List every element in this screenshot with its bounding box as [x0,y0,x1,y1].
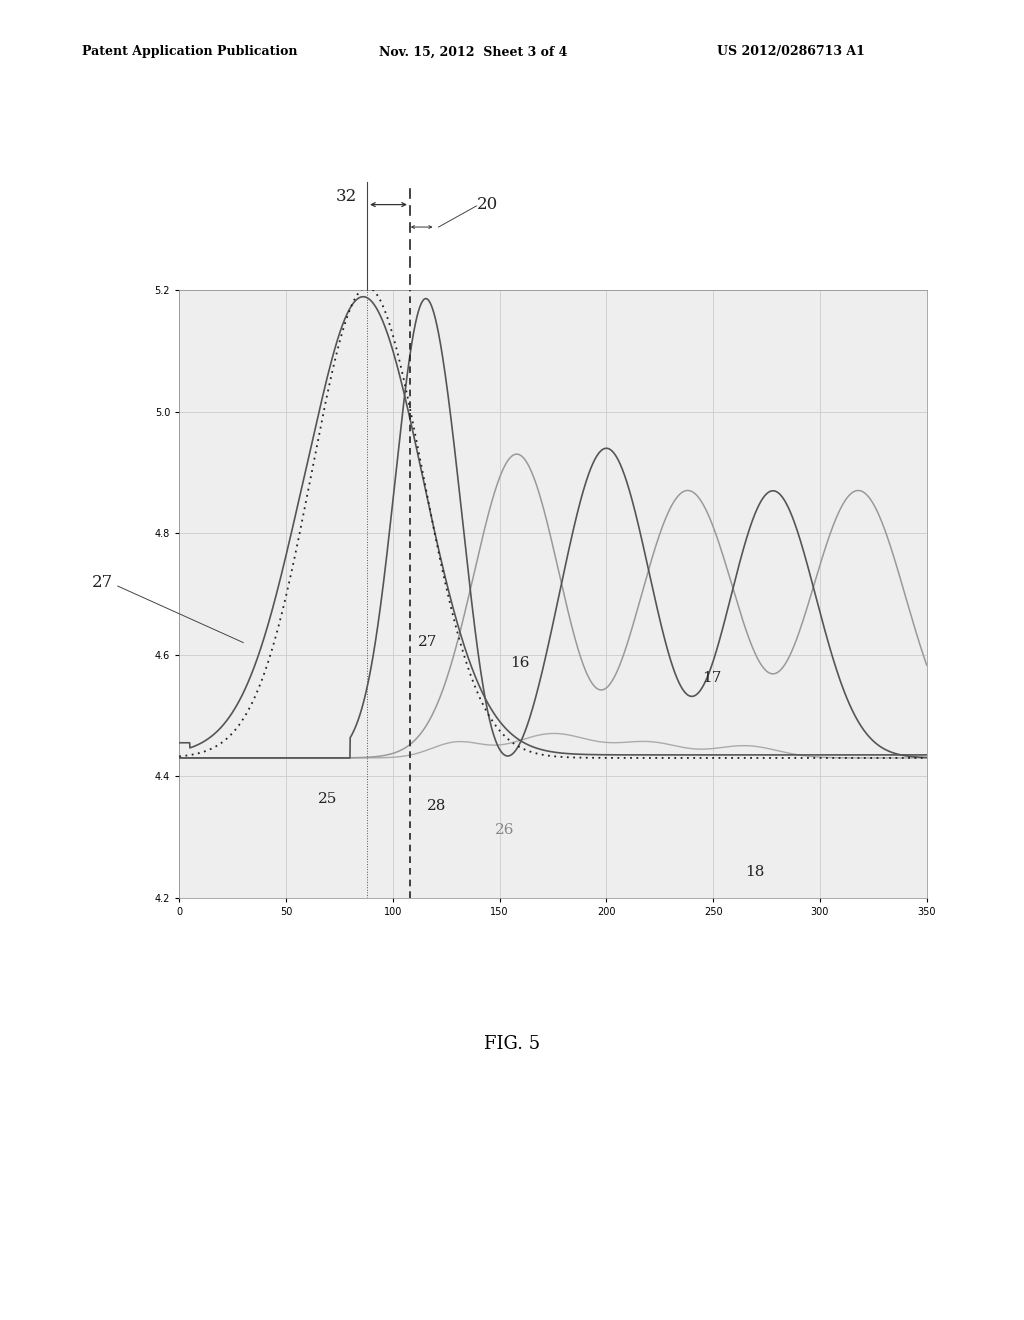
Text: 25: 25 [318,792,337,807]
Text: 28: 28 [427,799,446,813]
Text: 32: 32 [336,187,357,205]
Text: FIG. 5: FIG. 5 [484,1035,540,1053]
Text: 26: 26 [496,822,515,837]
Text: 27: 27 [92,574,114,591]
Text: US 2012/0286713 A1: US 2012/0286713 A1 [717,45,864,58]
Text: Patent Application Publication: Patent Application Publication [82,45,297,58]
Text: 16: 16 [510,656,529,669]
Text: 27: 27 [419,635,438,648]
Text: 20: 20 [476,195,498,213]
Text: 18: 18 [745,866,765,879]
Text: Nov. 15, 2012  Sheet 3 of 4: Nov. 15, 2012 Sheet 3 of 4 [379,45,567,58]
Text: 17: 17 [702,671,722,685]
